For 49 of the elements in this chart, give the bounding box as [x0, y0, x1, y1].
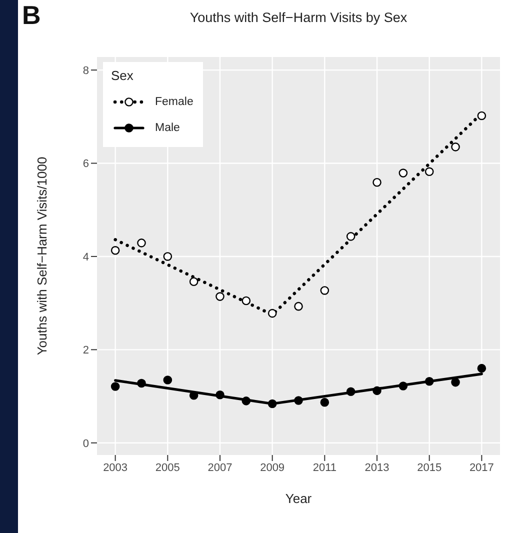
- point: [372, 386, 382, 396]
- point: [451, 378, 460, 387]
- legend-label: Male: [155, 122, 180, 134]
- point: [216, 292, 224, 301]
- y-tick-label: 4: [82, 251, 89, 264]
- point: [372, 178, 382, 187]
- text: B: [22, 0, 41, 31]
- y-tick-label: 2: [82, 344, 89, 357]
- point: [110, 246, 120, 255]
- point: [294, 302, 303, 311]
- point: [398, 168, 408, 178]
- y-tick-label: 0: [82, 438, 89, 450]
- x-tick-label: 2007: [208, 462, 232, 474]
- y-tick-label: 8: [82, 64, 89, 77]
- point: [477, 364, 486, 373]
- point: [320, 286, 330, 295]
- point: [137, 238, 146, 248]
- point: [477, 111, 486, 120]
- point: [424, 167, 434, 176]
- point: [268, 399, 277, 408]
- point: [163, 252, 172, 261]
- point: [189, 277, 198, 286]
- point: [110, 382, 120, 391]
- chart-title: Youths with Self−Harm Visits by Sex: [188, 10, 408, 25]
- point: [451, 142, 460, 152]
- point: [320, 398, 330, 407]
- x-tick-label: 2005: [155, 462, 180, 474]
- point: [346, 387, 356, 396]
- point: [346, 232, 356, 241]
- x-tick-label: 2013: [364, 462, 390, 474]
- point: [242, 396, 251, 406]
- point: [424, 376, 434, 386]
- point: [242, 296, 251, 306]
- point: [216, 390, 224, 400]
- point: [163, 376, 172, 384]
- x-tick-label: 2009: [260, 462, 285, 474]
- x-tick-label: 2015: [417, 462, 442, 474]
- legend-title: Sex: [111, 68, 134, 83]
- y-tick-label: 6: [82, 158, 89, 170]
- x-tick-label: 2017: [469, 462, 494, 474]
- point: [294, 396, 303, 405]
- y-axis-title: Youths with Self−Harm Visits/1000: [34, 156, 50, 356]
- point: [137, 378, 146, 388]
- x-tick-label: 2011: [312, 462, 336, 474]
- x-tick-label: 2003: [103, 462, 128, 474]
- x-axis-title: Year: [285, 491, 312, 506]
- point: [268, 308, 277, 318]
- legend-label: Female: [155, 96, 194, 108]
- point: [398, 382, 408, 390]
